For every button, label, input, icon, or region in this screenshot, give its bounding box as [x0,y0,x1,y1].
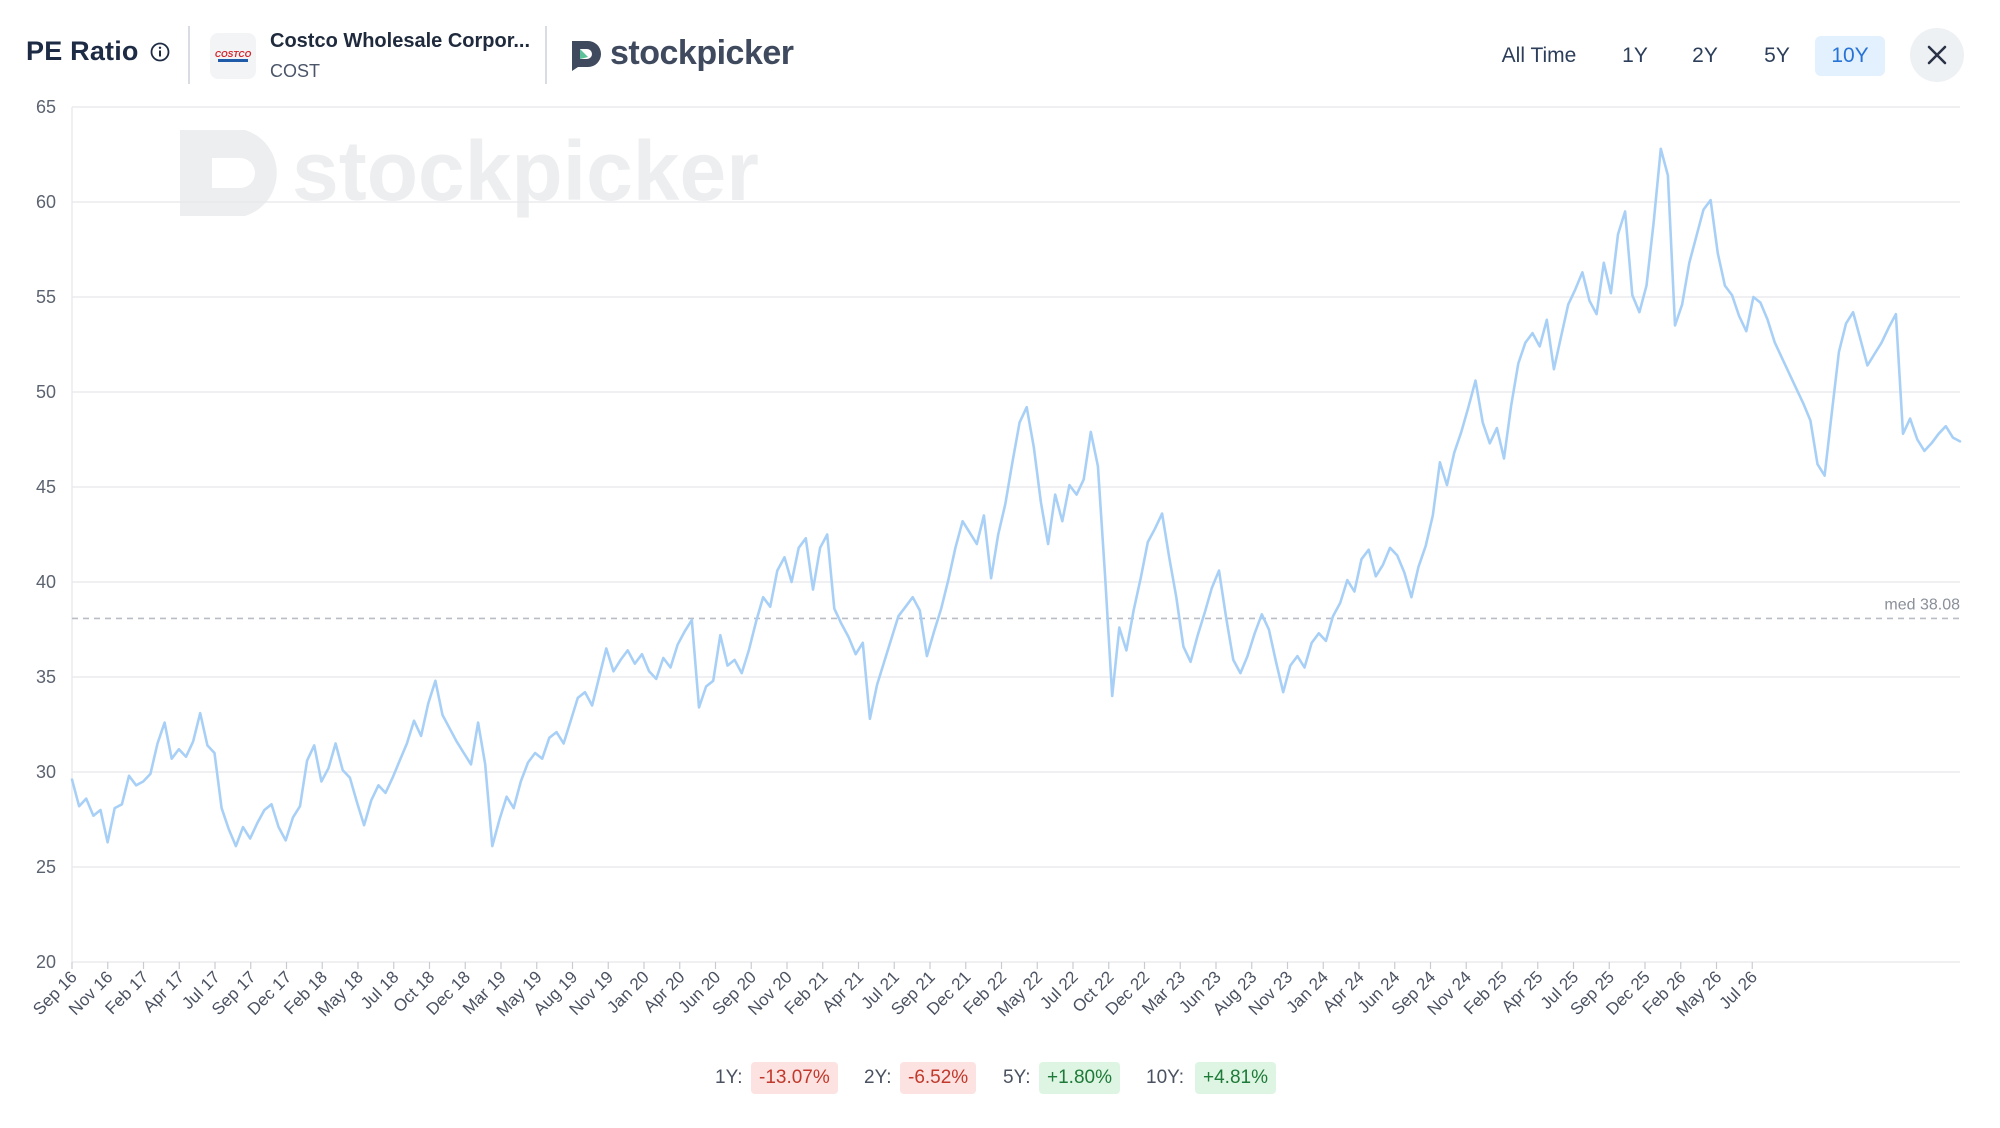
median-line-group: med 38.08 [72,596,1960,620]
change-label-2y: 2Y: [864,1067,892,1088]
page-title: PE Ratio [26,36,139,66]
y-tick-label: 60 [36,192,56,212]
company-name: Costco Wholesale Corpor... [270,30,531,52]
y-tick-label: 30 [36,762,56,782]
change-badge-5y: +1.80% [1039,1062,1120,1094]
chart-header: PE Ratio COSTCO Costco Wholesale Corpor.… [0,0,2000,110]
y-tick-label: 40 [36,572,56,592]
close-icon [1927,45,1947,65]
title-group: PE Ratio [26,36,171,67]
series-group [70,147,1962,848]
y-tick-label: 50 [36,382,56,402]
change-label-10y: 10Y: [1146,1067,1185,1088]
range-button-1y[interactable]: 1Y [1622,44,1648,67]
range-button-2y[interactable]: 2Y [1692,44,1718,67]
period-change-summary: 1Y: -13.07% 2Y: -6.52% 5Y: +1.80% 10Y: +… [0,1062,2000,1098]
change-badge-10y: +4.81% [1195,1062,1276,1094]
company-logo: COSTCO [210,33,256,79]
change-badge-1y: -13.07% [751,1062,838,1094]
brand-logo: stockpicker [568,34,794,73]
change-badge-2y: -6.52% [900,1062,977,1094]
range-button-5y[interactable]: 5Y [1764,44,1790,67]
y-tick-label: 20 [36,952,56,972]
stockpicker-mark-icon [572,40,601,71]
x-tick-label: Apr 21 [818,967,867,1016]
y-tick-label: 55 [36,287,56,307]
header-divider [545,26,547,84]
change-label-1y: 1Y: [715,1067,743,1088]
range-button-all-time[interactable]: All Time [1501,44,1577,67]
range-button-10y[interactable]: 10Y [1815,36,1885,76]
header-divider [188,26,190,84]
info-icon[interactable] [149,41,171,63]
grid-lines [72,106,1960,963]
close-button[interactable] [1910,28,1964,82]
change-label-5y: 5Y: [1003,1067,1031,1088]
watermark: stockpicker [180,124,759,218]
ticker-symbol: COST [270,61,321,81]
company-selector[interactable]: COSTCO Costco Wholesale Corpor... COST [210,30,530,82]
x-tick-label: Apr 17 [139,967,188,1016]
company-logo-text: COSTCO [215,49,252,59]
y-tick-label: 35 [36,667,56,687]
pe-ratio-series-line [70,147,1962,848]
watermark-text: stockpicker [292,124,759,218]
median-label: med 38.08 [1884,596,1960,613]
pe-ratio-chart: stockpicker 20 25 30 35 40 45 50 55 60 65 Sep 16N… [29,97,1962,1020]
x-tick-label: Apr 25 [1498,967,1547,1016]
x-tick-label: Jul 26 [1716,967,1762,1013]
y-axis: 20 25 30 35 40 45 50 55 60 65 [36,97,73,972]
y-tick-label: 65 [36,97,56,117]
brand-name: stockpicker [610,34,794,72]
y-tick-label: 25 [36,857,56,877]
y-tick-label: 45 [36,477,56,497]
